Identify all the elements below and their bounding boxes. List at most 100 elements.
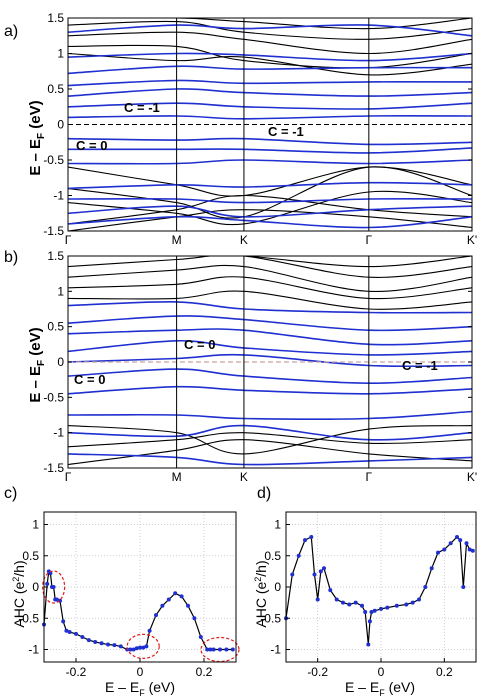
ahc-point-c-7: [54, 597, 59, 602]
blue-band-a-5: [68, 147, 472, 154]
chern-annotation-a-1: C = -1: [268, 124, 304, 139]
black-band-b-0: [68, 439, 472, 466]
black-band-a-3: [68, 166, 472, 219]
black-band-b-2: [68, 425, 472, 455]
blue-band-a-13: [68, 24, 472, 37]
ahc-point-c-26: [144, 644, 149, 649]
ytick-label-a-1: -1: [53, 189, 64, 203]
band-structure-panel-a: E – EF (eV) -1.5 -1 -0.5 0 0.5 1 1.5 Γ M K Γ K' C = …: [27, 11, 477, 247]
blue-band-b-1: [68, 424, 472, 441]
kpoint-label-a-1: M: [172, 233, 182, 247]
blue-band-a-3: [68, 181, 472, 190]
ahc-point-d-6: [315, 597, 320, 602]
black-band-a-5: [68, 52, 472, 76]
ahc-point-d-3: [303, 538, 307, 543]
ahc-point-c-30: [166, 597, 171, 602]
xtick-label-d-2: 0.2: [436, 665, 453, 679]
blue-band-b-8: [68, 315, 472, 332]
black-band-a-7: [68, 31, 472, 55]
ahc-point-d-4: [309, 535, 314, 539]
black-band-a-6: [68, 44, 472, 69]
blue-band-a-9: [68, 88, 472, 97]
ahc-point-c-32: [179, 594, 184, 599]
ahc-point-c-37: [208, 647, 213, 652]
blue-band-b-4: [68, 368, 472, 385]
panel-label-b: b): [4, 249, 18, 266]
black-band-a-8: [68, 20, 472, 40]
ahc-point-d-14: [360, 603, 364, 608]
ahc-point-d-13: [353, 600, 358, 605]
ahc-point-c-38: [211, 647, 216, 652]
xtick-label-c-0: -0.2: [66, 665, 87, 679]
ahc-point-c-41: [230, 647, 235, 652]
xtick-label-d-0: -0.2: [307, 665, 328, 679]
ahc-point-d-26: [423, 585, 428, 589]
blue-band-a-8: [68, 102, 472, 110]
band-lines-b: [68, 256, 472, 466]
highlight-ellipse-c-1: [126, 633, 160, 659]
black-band-a-9: [68, 18, 472, 30]
ahc-point-d-18: [369, 610, 374, 614]
ahc-point-d-15: [363, 610, 368, 614]
ahc-point-c-29: [160, 603, 165, 608]
kpoint-label-b-4: K': [467, 470, 477, 484]
kpoint-label-b-0: Γ: [65, 470, 72, 484]
ytick-label-c-1: -0.5: [18, 611, 39, 625]
ahc-point-c-28: [154, 613, 158, 618]
ahc-point-d-34: [464, 541, 469, 546]
ahc-series-line-d: [285, 536, 474, 645]
kpoint-label-a-0: Γ: [65, 233, 72, 247]
ahc-point-c-39: [218, 647, 222, 652]
blue-band-b-0: [68, 453, 472, 466]
ahc-point-c-8: [58, 598, 62, 603]
ahc-point-d-36: [470, 548, 475, 553]
blue-band-a-2: [68, 197, 472, 204]
ahc-panel-c: AHC (e2/h) E – EF (eV) -1 -0.5 0 0.5 1 -0.2 0 0…: [11, 511, 240, 698]
ahc-point-d-10: [334, 597, 339, 602]
blue-band-b-3: [68, 385, 472, 395]
ahc-point-c-16: [99, 641, 104, 646]
ahc-point-c-24: [138, 645, 142, 650]
ytick-label-a-6: 1.5: [47, 11, 64, 25]
kpoint-label-b-3: Γ: [366, 470, 373, 484]
ahc-point-d-32: [458, 538, 463, 543]
band-b-ylabel: E – EF (eV): [27, 327, 47, 402]
ytick-label-a-3: 0: [57, 118, 64, 132]
ahc-point-c-19: [118, 644, 123, 649]
black-band-b-5: [68, 264, 472, 292]
ytick-label-b-3: 0: [57, 355, 64, 369]
ahc-point-c-36: [205, 647, 210, 652]
highlight-ellipse-c-0: [41, 570, 66, 604]
ahc-point-c-27: [147, 628, 152, 633]
ahc-point-c-10: [64, 628, 69, 633]
ytick-label-a-4: 0.5: [47, 82, 64, 96]
ahc-point-c-31: [173, 591, 178, 596]
ytick-label-b-2: -0.5: [43, 390, 64, 404]
kpoint-label-b-2: K: [240, 470, 248, 484]
black-band-b-3: [68, 290, 472, 310]
band-lines-a: [68, 18, 472, 231]
ahc-point-d-35: [467, 547, 472, 552]
ahc-d-ylabel: AHC (e2/h): [253, 560, 269, 627]
ahc-point-d-7: [318, 569, 323, 574]
ytick-label-b-1: -1: [53, 426, 64, 440]
ahc-point-d-20: [379, 606, 383, 611]
ahc-point-d-12: [347, 602, 352, 607]
ahc-point-c-15: [93, 640, 98, 644]
black-band-a-2: [68, 190, 472, 226]
ytick-label-d-1: -0.5: [260, 611, 281, 625]
ahc-point-d-2: [296, 553, 301, 558]
ytick-label-a-0: -1.5: [43, 224, 64, 238]
ytick-label-c-0: -1: [28, 643, 39, 657]
ahc-point-d-8: [322, 566, 326, 571]
ahc-point-d-9: [328, 588, 333, 593]
ytick-label-c-2: 0: [32, 580, 39, 594]
ytick-label-d-0: -1: [270, 643, 281, 657]
blue-band-a-4: [68, 159, 472, 165]
blue-band-b-6: [68, 339, 472, 356]
ahc-d-xlabel: E – EF (eV): [345, 679, 415, 698]
blue-band-b-5: [68, 353, 472, 368]
ahc-point-c-3: [48, 571, 53, 576]
black-band-a-1: [68, 194, 472, 225]
ahc-point-c-9: [61, 619, 66, 624]
